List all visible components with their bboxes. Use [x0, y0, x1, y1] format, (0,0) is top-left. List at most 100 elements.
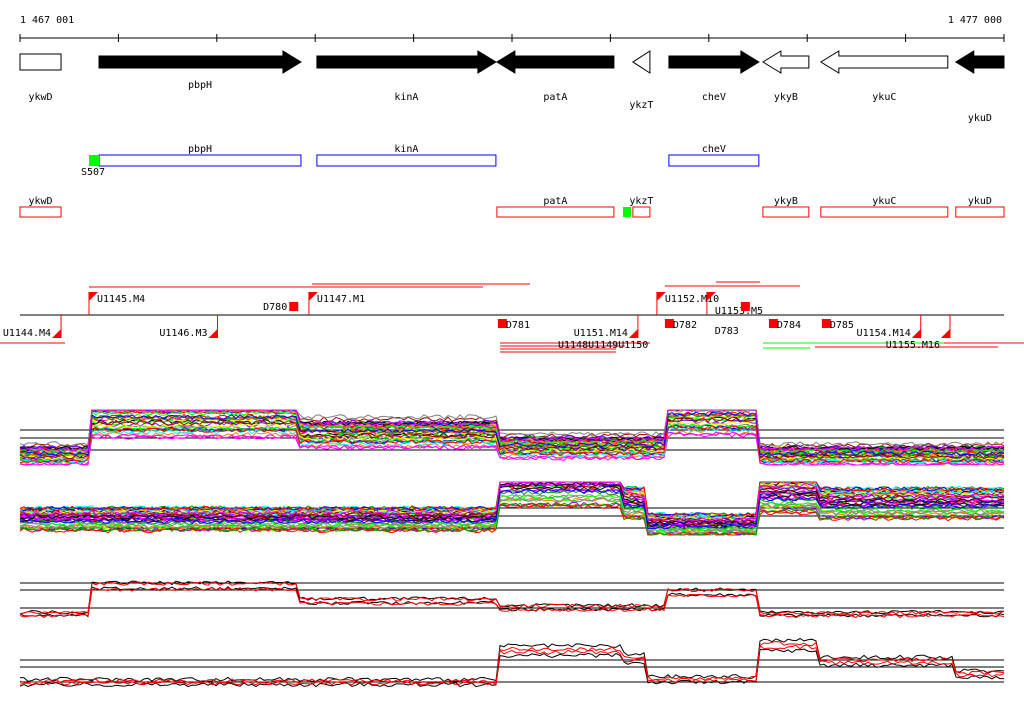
- gene-label: pbpH: [188, 80, 212, 91]
- gene-label: ykuD: [968, 113, 992, 124]
- expression-series-line: [19, 644, 1005, 686]
- reverse-feature-label: ykuC: [872, 196, 896, 207]
- gene-arrow-ykyB: [761, 50, 810, 74]
- gene-label: cheV: [702, 92, 726, 103]
- expression-series-line: [19, 481, 1005, 522]
- segment-label: U1151.M14: [574, 328, 628, 339]
- expression-series-line: [19, 417, 1005, 460]
- gene-arrow-ykuC: [819, 50, 949, 74]
- reverse-feature-track: ykwD patA ykzT ykyB ykuC ykuD: [19, 196, 1005, 218]
- expression-series-line: [19, 422, 1005, 462]
- segment-flag-icon: [88, 292, 98, 301]
- ruler-start-label: 1 467 001: [20, 15, 74, 26]
- segment-flag-icon: [52, 329, 62, 338]
- segment-label: U1145.M4: [97, 294, 145, 305]
- deletion-label: D785: [830, 320, 854, 331]
- segment-label: U1144.M4: [3, 328, 51, 339]
- gene-label: patA: [543, 92, 567, 103]
- segment-flag-icon: [656, 292, 666, 301]
- expression-series-line: [19, 432, 1005, 466]
- segment-flag-icon: [706, 292, 716, 301]
- expression-series-line: [19, 409, 1004, 452]
- expression-series-line: [19, 586, 1005, 618]
- expression-series-line: [19, 423, 1005, 463]
- expression-series-line: [19, 504, 1005, 536]
- deletion-marker: [497, 319, 507, 328]
- expression-series-line: [19, 494, 1005, 532]
- deletion-marker: [821, 319, 831, 328]
- segment-flag-icon: [628, 329, 638, 338]
- deletion-marker: [289, 302, 299, 311]
- expression-series-line: [19, 481, 1005, 525]
- site-label: S507: [81, 167, 105, 178]
- gene-track: ykwD pbpH kinA patA ykzT cheV ykyB ykuC ykuD: [19, 50, 1005, 124]
- segment-label: U1152.M10: [665, 294, 719, 305]
- gene-arrow-pbpH: [98, 50, 302, 74]
- ruler-end-label: 1 477 000: [948, 15, 1002, 26]
- expression-series-line: [19, 409, 1005, 454]
- expression-series-line: [19, 587, 1005, 619]
- reverse-feature-label: patA: [543, 196, 567, 207]
- reverse-feature-box: [632, 206, 651, 218]
- expression-series-line: [19, 497, 1005, 534]
- gene-arrow-ykzT: [631, 50, 651, 74]
- expression-series-line: [19, 581, 1005, 615]
- forward-feature-label: cheV: [702, 144, 726, 155]
- gene-label: ykyB: [774, 92, 798, 103]
- segment-flag-icon: [308, 292, 318, 301]
- segment-label: U1154.M14: [857, 328, 911, 339]
- gene-arrow-kinA: [316, 50, 497, 74]
- expression-series-line: [19, 424, 1005, 464]
- deletion-label: D781: [506, 320, 530, 331]
- deletion-label: D782: [673, 320, 697, 331]
- forward-feature-label: pbpH: [188, 144, 212, 155]
- site-marker: [88, 155, 100, 166]
- segment-label: U1155.M16: [886, 340, 940, 351]
- expression-tracks: [19, 409, 1005, 688]
- deletion-marker: [740, 302, 750, 311]
- reverse-feature-label: ykyB: [774, 196, 798, 207]
- expression-series-line: [19, 488, 1005, 530]
- reverse-feature-box: [955, 206, 1005, 218]
- reverse-feature-label: ykuD: [968, 196, 992, 207]
- deletion-marker: [768, 319, 778, 328]
- deletion-label: D780: [263, 302, 287, 313]
- reverse-feature-box: [19, 206, 62, 218]
- site-marker: [622, 207, 632, 217]
- expression-series-line: [19, 640, 1005, 684]
- forward-feature-box: [316, 154, 497, 167]
- gene-label: ykzT: [629, 100, 653, 111]
- reverse-feature-box: [762, 206, 810, 218]
- segment-flag-icon: [940, 329, 950, 338]
- expression-series-line: [19, 411, 1005, 456]
- segment-flag-icon: [911, 329, 921, 338]
- segment-label: U1146.M3: [159, 328, 207, 339]
- segment-label: U1153.M5: [715, 306, 763, 317]
- deletion-label: D783: [715, 326, 739, 337]
- expression-series-line: [19, 411, 1005, 457]
- gene-arrow-ykwD: [19, 53, 62, 71]
- gene-label: kinA: [394, 92, 418, 103]
- deletion-marker: [664, 319, 674, 328]
- gene-arrow-ykuD: [954, 50, 1005, 74]
- gene-arrow-patA: [495, 50, 615, 74]
- reverse-feature-box: [496, 206, 615, 218]
- overlapping-segment-labels: U1148U1149U1150: [558, 340, 648, 351]
- expression-series-line: [19, 431, 1005, 466]
- gene-label: ykwD: [28, 92, 52, 103]
- deletion-label: D784: [777, 320, 801, 331]
- forward-feature-label: kinA: [394, 144, 418, 155]
- expression-series-line: [19, 496, 1005, 534]
- reverse-feature-box: [820, 206, 949, 218]
- forward-feature-box: [98, 154, 302, 167]
- coordinate-ruler: 1 467 001 1 477 000: [19, 15, 1005, 42]
- segment-flag-icon: [208, 329, 218, 338]
- expression-series-line: [19, 502, 1005, 536]
- reverse-feature-label: ykzT: [629, 196, 653, 207]
- reverse-feature-label: ykwD: [28, 196, 52, 207]
- gene-label: ykuC: [872, 92, 896, 103]
- gene-arrow-cheV: [668, 50, 760, 74]
- forward-feature-box: [668, 154, 760, 167]
